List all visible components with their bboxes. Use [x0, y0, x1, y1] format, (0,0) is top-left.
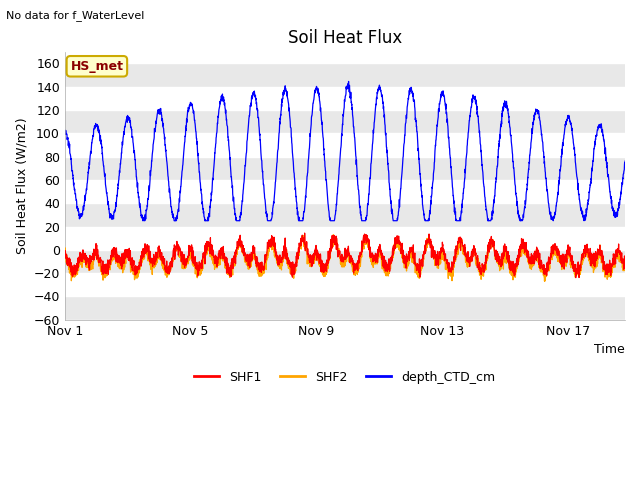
SHF2 — [541, 278, 548, 284]
Line: depth_CTD_cm: depth_CTD_cm — [65, 82, 631, 221]
SHF1 — [61, 251, 68, 257]
depth_CTD_cm — [116, 170, 124, 176]
Bar — [65, 110, 625, 133]
depth_CTD_cm — [555, 181, 563, 187]
SHF1 — [572, 275, 580, 280]
Title: Soil Heat Flux: Soil Heat Flux — [288, 29, 402, 48]
SHF1 — [116, 256, 124, 262]
depth_CTD_cm — [187, 99, 195, 105]
Bar — [65, 250, 625, 273]
SHF2 — [555, 257, 563, 263]
Y-axis label: Soil Heat Flux (W/m2): Soil Heat Flux (W/m2) — [15, 118, 28, 254]
Bar — [65, 63, 625, 87]
depth_CTD_cm — [61, 131, 68, 136]
depth_CTD_cm — [627, 130, 635, 135]
SHF1 — [186, 243, 194, 249]
SHF1 — [266, 239, 274, 244]
SHF2 — [61, 250, 68, 256]
SHF1 — [301, 230, 308, 236]
depth_CTD_cm — [345, 79, 353, 84]
Bar — [65, 297, 625, 320]
SHF2 — [116, 265, 124, 271]
depth_CTD_cm — [367, 173, 374, 179]
depth_CTD_cm — [267, 218, 275, 224]
SHF1 — [627, 242, 635, 248]
SHF2 — [627, 251, 635, 257]
SHF2 — [150, 265, 157, 271]
depth_CTD_cm — [139, 218, 147, 224]
Bar — [65, 203, 625, 227]
Line: SHF2: SHF2 — [65, 235, 631, 281]
SHF1 — [150, 252, 157, 257]
SHF1 — [366, 244, 374, 250]
Bar — [65, 156, 625, 180]
Legend: SHF1, SHF2, depth_CTD_cm: SHF1, SHF2, depth_CTD_cm — [189, 366, 500, 389]
X-axis label: Time: Time — [595, 343, 625, 356]
Text: No data for f_WaterLevel: No data for f_WaterLevel — [6, 10, 145, 21]
Text: HS_met: HS_met — [70, 60, 124, 73]
Line: SHF1: SHF1 — [65, 233, 631, 277]
SHF2 — [266, 243, 274, 249]
SHF2 — [330, 232, 337, 238]
SHF2 — [186, 246, 194, 252]
SHF1 — [554, 247, 562, 253]
SHF2 — [366, 252, 374, 258]
depth_CTD_cm — [150, 136, 158, 142]
